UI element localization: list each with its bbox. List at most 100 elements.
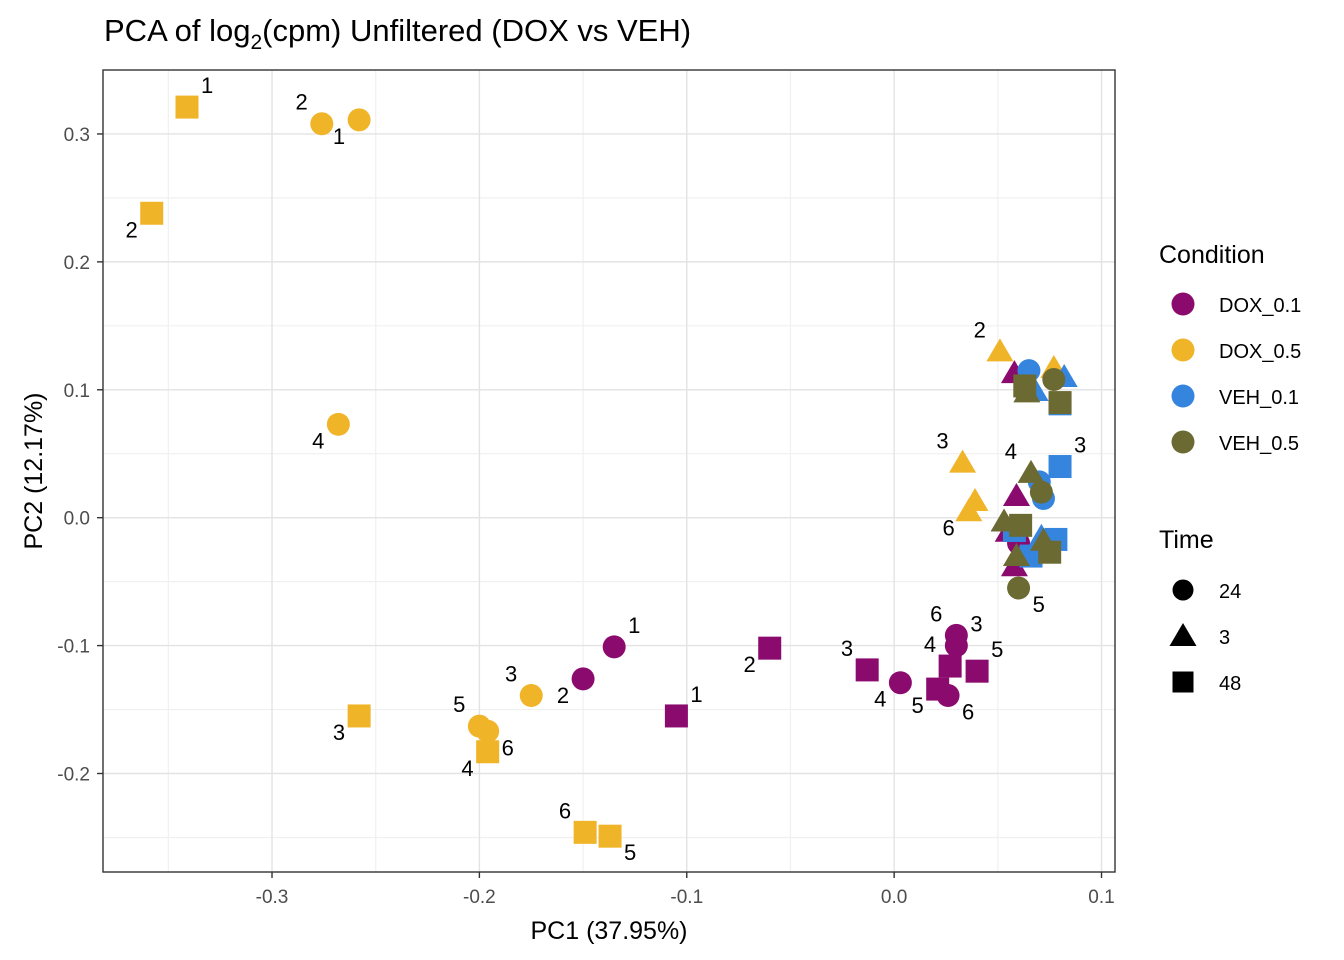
data-point [986,338,1014,362]
chart-title-tail: (cpm) Unfiltered (DOX vs VEH) [262,13,691,48]
data-point [1017,459,1045,483]
data-point [519,683,543,707]
y-tick-label: 0.0 [64,509,90,530]
legend-condition-label: VEH_0.1 [1219,387,1299,409]
legend-condition-key [1171,430,1195,454]
data-point [664,704,688,728]
point-label: 6 [962,699,974,724]
point-label: 4 [461,756,473,781]
point-label: 2 [557,683,569,708]
chart-title: PCA of log2(cpm) Unfiltered (DOX vs VEH) [104,13,691,54]
data-point [1029,480,1053,504]
point-label: 3 [505,661,517,686]
point-label: 6 [559,798,571,823]
x-tick-label: -0.3 [256,887,289,908]
data-point [476,740,500,764]
y-tick-label: 0.3 [64,125,90,146]
legend-condition-label: DOX_0.1 [1219,295,1301,317]
point-label: 3 [841,636,853,661]
point-label: 5 [991,637,1003,662]
axis-ticks: -0.3 -0.2 -0.1 0.0 0.1 -0.2 -0.1 0.0 0.1 0.2 0.3 [57,125,1114,908]
point-label: 4 [1005,439,1017,464]
point-label: 1 [333,124,345,149]
data-point [926,677,950,701]
legend-condition-key [1171,338,1195,362]
y-axis-title: PC2 (12.17%) [20,392,48,549]
chart-title-subscript: 2 [250,31,262,54]
point-label: 4 [312,428,324,453]
y-tick-label: 0.1 [64,381,90,402]
data-point [175,95,199,119]
legend-condition-title: Condition [1159,241,1265,269]
data-point [949,449,977,473]
legend-time: Time 24 3 48 [1159,526,1241,695]
data-point [1002,482,1030,506]
point-label: 2 [974,317,986,342]
legend-time-label: 48 [1219,673,1241,695]
data-point [1042,368,1066,392]
point-label: 3 [970,612,982,637]
data-points [140,95,1078,848]
x-tick-label: -0.2 [463,887,496,908]
data-point [938,654,962,678]
point-label: 3 [1074,433,1086,458]
point-label: 6 [930,601,942,626]
data-point [1048,391,1072,415]
data-point [326,412,350,436]
plot-panel-border [102,69,1116,873]
data-point [1002,543,1030,567]
data-point [955,498,983,522]
data-point [571,667,595,691]
point-label: 4 [924,632,936,657]
legend-time-label: 3 [1219,627,1230,649]
legend-time-title: Time [1159,526,1214,554]
legend-time-key [1169,623,1197,646]
point-label: 6 [502,735,514,760]
data-point [347,108,371,132]
point-label: 5 [624,840,636,865]
data-point [347,704,371,728]
x-axis-title: PC1 (37.95%) [530,917,687,945]
data-point [944,634,968,658]
legend-condition-key [1171,292,1195,316]
point-label: 5 [1033,592,1045,617]
data-point [965,659,989,683]
y-tick-label: -0.2 [57,765,90,786]
legend-time-key [1172,579,1194,601]
x-tick-label: -0.1 [670,887,703,908]
point-label: 3 [333,720,345,745]
x-tick-label: 0.1 [1088,887,1114,908]
legend-time-label: 24 [1219,581,1241,603]
data-point [855,658,879,682]
point-label: 1 [628,613,640,638]
x-tick-label: 0.0 [881,887,907,908]
point-label: 5 [453,692,465,717]
y-tick-label: -0.1 [57,637,90,658]
data-point [602,635,626,659]
point-label: 2 [296,90,308,115]
data-point [1048,455,1072,479]
point-label: 2 [125,217,137,242]
data-point [140,201,164,225]
data-point [990,508,1018,532]
legend-condition: Condition DOX_0.1 DOX_0.5 VEH_0.1 VEH_0.5 [1159,241,1301,455]
data-point [310,112,334,136]
point-label: 1 [201,73,213,98]
point-label: 2 [743,652,755,677]
point-label: 6 [943,515,955,540]
legend-condition-key [1171,384,1195,408]
data-point [758,636,782,660]
point-label: 5 [911,693,923,718]
data-point [598,824,622,848]
point-label: 4 [874,687,886,712]
legend-condition-label: VEH_0.5 [1219,433,1299,455]
legend-time-key [1172,671,1194,693]
data-point [888,671,912,695]
data-point [1013,379,1041,403]
data-point [573,820,597,844]
point-label: 3 [936,429,948,454]
y-tick-label: 0.2 [64,253,90,274]
data-point [476,719,500,743]
